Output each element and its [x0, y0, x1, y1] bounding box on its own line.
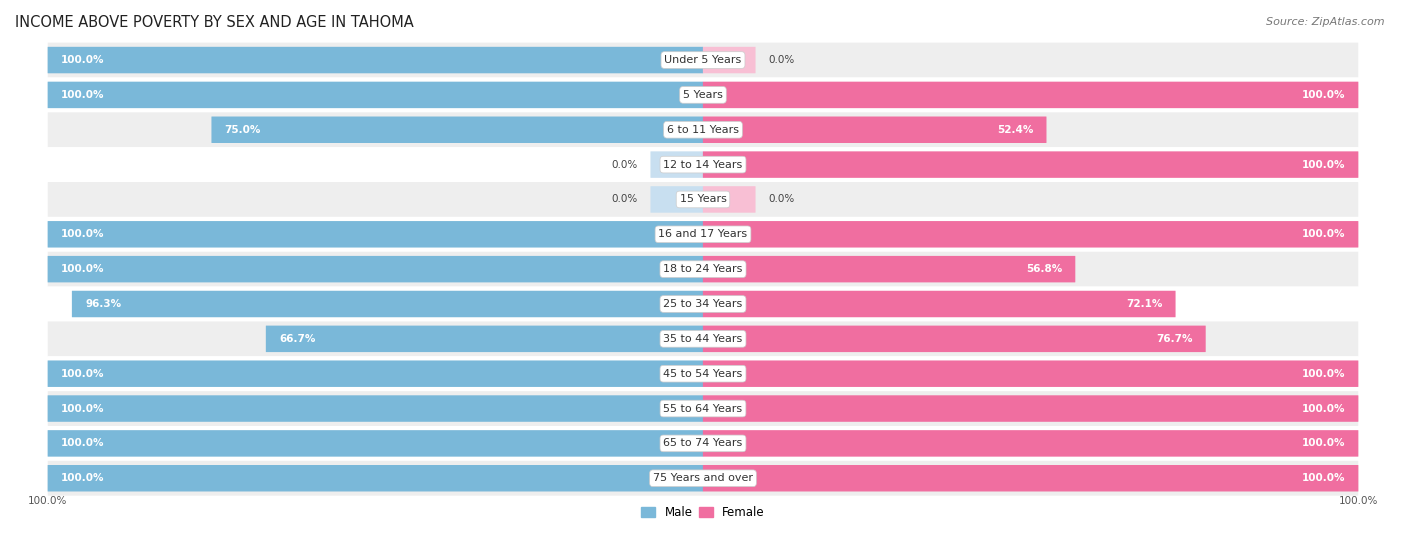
Text: 5 Years: 5 Years — [683, 90, 723, 100]
Text: 0.0%: 0.0% — [769, 55, 794, 65]
FancyBboxPatch shape — [703, 186, 755, 212]
Text: 100.0%: 100.0% — [1302, 229, 1346, 239]
Text: 100.0%: 100.0% — [1339, 496, 1378, 506]
Text: 55 to 64 Years: 55 to 64 Years — [664, 404, 742, 414]
FancyBboxPatch shape — [703, 361, 1358, 387]
Text: 100.0%: 100.0% — [60, 90, 104, 100]
FancyBboxPatch shape — [48, 82, 703, 108]
Text: 100.0%: 100.0% — [60, 438, 104, 448]
Text: 100.0%: 100.0% — [60, 264, 104, 274]
FancyBboxPatch shape — [48, 287, 1358, 321]
FancyBboxPatch shape — [703, 325, 1206, 352]
FancyBboxPatch shape — [48, 465, 703, 491]
FancyBboxPatch shape — [703, 82, 1358, 108]
Text: 100.0%: 100.0% — [1302, 473, 1346, 483]
Text: 75.0%: 75.0% — [225, 125, 262, 135]
Text: Source: ZipAtlas.com: Source: ZipAtlas.com — [1267, 17, 1385, 27]
Text: 0.0%: 0.0% — [769, 195, 794, 205]
FancyBboxPatch shape — [703, 151, 1358, 178]
FancyBboxPatch shape — [72, 291, 703, 318]
FancyBboxPatch shape — [48, 217, 1358, 252]
FancyBboxPatch shape — [703, 256, 1076, 282]
FancyBboxPatch shape — [48, 182, 1358, 217]
FancyBboxPatch shape — [48, 78, 1358, 112]
FancyBboxPatch shape — [48, 361, 703, 387]
Text: 0.0%: 0.0% — [612, 160, 637, 169]
FancyBboxPatch shape — [703, 116, 1046, 143]
Text: 25 to 34 Years: 25 to 34 Years — [664, 299, 742, 309]
FancyBboxPatch shape — [48, 112, 1358, 147]
FancyBboxPatch shape — [48, 252, 1358, 287]
Legend: Male, Female: Male, Female — [637, 501, 769, 523]
Text: 100.0%: 100.0% — [60, 404, 104, 414]
Text: 16 and 17 Years: 16 and 17 Years — [658, 229, 748, 239]
FancyBboxPatch shape — [703, 395, 1358, 422]
Text: 100.0%: 100.0% — [1302, 90, 1346, 100]
Text: 100.0%: 100.0% — [60, 55, 104, 65]
Text: 100.0%: 100.0% — [60, 229, 104, 239]
Text: 18 to 24 Years: 18 to 24 Years — [664, 264, 742, 274]
Text: 72.1%: 72.1% — [1126, 299, 1163, 309]
FancyBboxPatch shape — [48, 391, 1358, 426]
Text: 0.0%: 0.0% — [612, 195, 637, 205]
FancyBboxPatch shape — [703, 465, 1358, 491]
FancyBboxPatch shape — [651, 186, 703, 212]
FancyBboxPatch shape — [703, 221, 1358, 248]
FancyBboxPatch shape — [48, 47, 703, 73]
FancyBboxPatch shape — [48, 147, 1358, 182]
Text: 45 to 54 Years: 45 to 54 Years — [664, 369, 742, 378]
FancyBboxPatch shape — [48, 430, 703, 457]
Text: 100.0%: 100.0% — [60, 473, 104, 483]
Text: 15 Years: 15 Years — [679, 195, 727, 205]
FancyBboxPatch shape — [48, 221, 703, 248]
FancyBboxPatch shape — [48, 426, 1358, 461]
FancyBboxPatch shape — [703, 430, 1358, 457]
Text: 35 to 44 Years: 35 to 44 Years — [664, 334, 742, 344]
Text: INCOME ABOVE POVERTY BY SEX AND AGE IN TAHOMA: INCOME ABOVE POVERTY BY SEX AND AGE IN T… — [15, 15, 413, 30]
FancyBboxPatch shape — [48, 356, 1358, 391]
Text: 56.8%: 56.8% — [1026, 264, 1062, 274]
FancyBboxPatch shape — [48, 42, 1358, 78]
Text: 100.0%: 100.0% — [1302, 404, 1346, 414]
Text: 76.7%: 76.7% — [1156, 334, 1192, 344]
Text: 100.0%: 100.0% — [60, 369, 104, 378]
FancyBboxPatch shape — [48, 395, 703, 422]
FancyBboxPatch shape — [703, 47, 755, 73]
Text: 100.0%: 100.0% — [28, 496, 67, 506]
Text: 66.7%: 66.7% — [278, 334, 315, 344]
FancyBboxPatch shape — [48, 461, 1358, 496]
FancyBboxPatch shape — [48, 256, 703, 282]
Text: Under 5 Years: Under 5 Years — [665, 55, 741, 65]
FancyBboxPatch shape — [48, 321, 1358, 356]
Text: 100.0%: 100.0% — [1302, 160, 1346, 169]
Text: 96.3%: 96.3% — [86, 299, 121, 309]
Text: 6 to 11 Years: 6 to 11 Years — [666, 125, 740, 135]
FancyBboxPatch shape — [266, 325, 703, 352]
Text: 75 Years and over: 75 Years and over — [652, 473, 754, 483]
Text: 12 to 14 Years: 12 to 14 Years — [664, 160, 742, 169]
FancyBboxPatch shape — [211, 116, 703, 143]
FancyBboxPatch shape — [651, 151, 703, 178]
Text: 100.0%: 100.0% — [1302, 438, 1346, 448]
Text: 65 to 74 Years: 65 to 74 Years — [664, 438, 742, 448]
Text: 52.4%: 52.4% — [997, 125, 1033, 135]
Text: 100.0%: 100.0% — [1302, 369, 1346, 378]
FancyBboxPatch shape — [703, 291, 1175, 318]
